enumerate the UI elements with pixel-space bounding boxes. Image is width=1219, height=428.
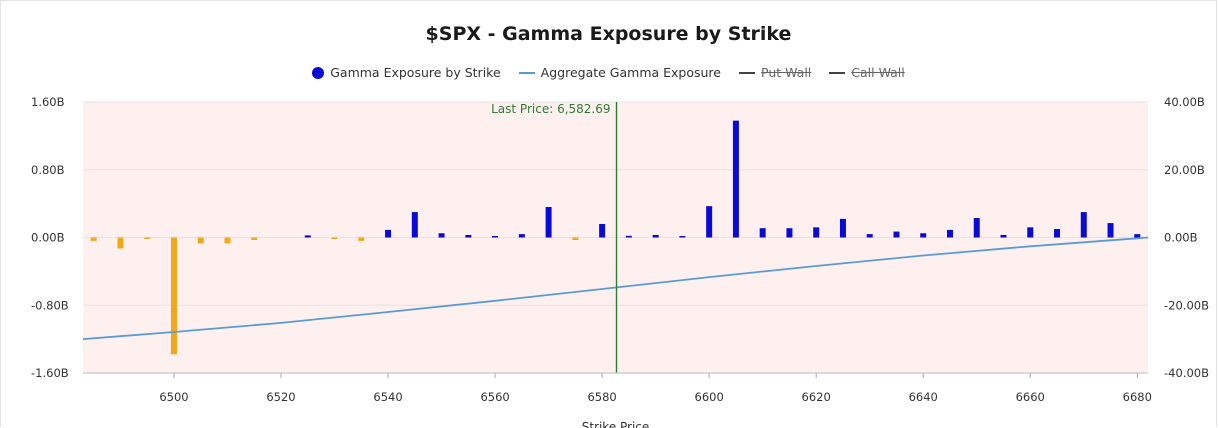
gamma-bar: [839, 218, 846, 238]
gamma-bar: [411, 212, 418, 238]
gamma-bar: [170, 237, 177, 355]
x-axis-tick-label: 6520: [266, 390, 295, 404]
left-axis-tick-label: -0.80B: [31, 298, 69, 312]
gamma-bar: [759, 228, 766, 238]
gamma-bar: [920, 233, 927, 238]
right-axis-tick-label: -20.00B: [1164, 298, 1209, 312]
legend-item-gamma-exposure[interactable]: Gamma Exposure by Strike: [312, 65, 501, 80]
legend-label: Put Wall: [761, 65, 812, 80]
legend: Gamma Exposure by Strike Aggregate Gamma…: [1, 65, 1216, 80]
gamma-bar: [973, 218, 980, 238]
x-axis-tick-label: 6640: [909, 390, 938, 404]
gamma-bar: [866, 234, 873, 238]
gamma-bar: [1027, 227, 1034, 238]
gamma-bar: [465, 234, 472, 238]
gamma-bar: [893, 231, 900, 238]
chart-title: $SPX - Gamma Exposure by Strike: [425, 23, 792, 45]
right-axis-tick-label: 0.00B: [1164, 231, 1198, 245]
left-axis-tick-label: 0.80B: [31, 163, 65, 177]
gamma-bar: [706, 206, 713, 238]
legend-label: Call Wall: [851, 65, 905, 80]
legend-line-icon: [829, 71, 846, 74]
gamma-bar: [251, 237, 258, 241]
left-axis-tick-label: -1.60B: [31, 366, 69, 380]
right-axis-tick-label: 20.00B: [1164, 163, 1205, 177]
aggregate-gamma-line: [82, 236, 1149, 340]
gamma-bar: [197, 237, 204, 244]
gamma-bar: [786, 228, 793, 238]
gamma-bar: [385, 229, 392, 238]
gamma-bar: [1054, 229, 1061, 238]
x-axis-tick-label: 6620: [802, 390, 831, 404]
gamma-bar: [224, 237, 231, 244]
legend-label: Aggregate Gamma Exposure: [540, 65, 721, 80]
legend-dot-icon: [312, 66, 325, 79]
gamma-bar: [1134, 234, 1141, 238]
legend-item-call-wall[interactable]: Call Wall: [829, 65, 905, 80]
legend-line-icon: [739, 71, 755, 74]
legend-line-icon: [518, 71, 535, 74]
x-axis-tick-label: 6580: [587, 390, 616, 404]
gamma-bar: [1080, 212, 1087, 238]
gamma-bar: [518, 234, 525, 238]
gamma-bar: [1000, 234, 1007, 238]
gamma-bar: [117, 237, 124, 249]
x-axis-tick-label: 6540: [373, 390, 402, 404]
gamma-bar: [572, 237, 579, 241]
x-axis-title: Strike Price: [582, 420, 650, 428]
x-axis-tick-label: 6560: [480, 390, 509, 404]
gamma-bar: [545, 207, 552, 238]
gamma-bar: [679, 236, 686, 238]
legend-label: Gamma Exposure by Strike: [330, 65, 501, 80]
gamma-bar: [358, 237, 365, 241]
gamma-bar: [652, 234, 659, 238]
last-price-label: Last Price: 6,582.69: [491, 102, 610, 116]
gamma-bar: [813, 227, 820, 238]
gamma-bar: [492, 236, 499, 238]
gamma-bar: [1107, 223, 1114, 238]
legend-item-aggregate-gamma[interactable]: Aggregate Gamma Exposure: [518, 65, 721, 80]
x-axis-tick-label: 6500: [159, 390, 188, 404]
left-axis-tick-label: 0.00B: [31, 231, 65, 245]
gamma-bar: [304, 235, 311, 238]
legend-item-put-wall[interactable]: Put Wall: [739, 65, 811, 80]
gamma-bar: [331, 237, 338, 239]
gamma-bar: [625, 235, 632, 238]
gamma-bar: [90, 237, 97, 241]
right-axis-tick-label: -40.00B: [1164, 366, 1209, 380]
gamma-bar: [144, 237, 151, 239]
left-axis-tick-label: 1.60B: [31, 95, 65, 109]
gamma-bar: [438, 233, 445, 238]
x-axis-tick-label: 6680: [1123, 390, 1152, 404]
gamma-bar: [732, 120, 739, 238]
gamma-bar: [946, 229, 953, 238]
x-axis-tick-label: 6660: [1016, 390, 1045, 404]
x-axis-tick-label: 6600: [695, 390, 724, 404]
gamma-bar: [599, 223, 606, 238]
right-axis-tick-label: 40.00B: [1164, 95, 1205, 109]
